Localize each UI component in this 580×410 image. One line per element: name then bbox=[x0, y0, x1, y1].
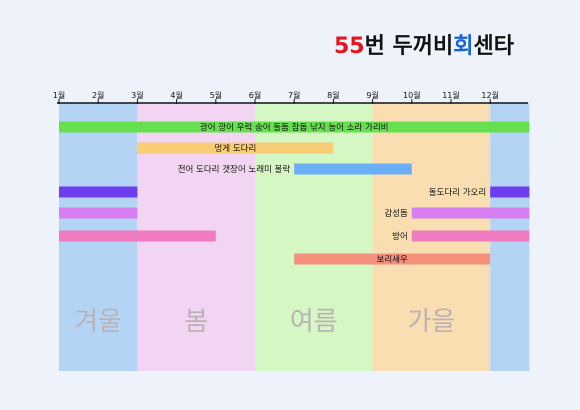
tick-label-2: 2월 bbox=[92, 90, 104, 100]
season-label-1: 봄 bbox=[184, 307, 208, 337]
tick-label-6: 6월 bbox=[249, 90, 261, 100]
bar-label-3: 돌도다리 가오리 bbox=[429, 188, 486, 198]
title-end: 센타 bbox=[473, 34, 514, 59]
bar-label-5: 방어 bbox=[392, 231, 408, 242]
tick-label-10: 10월 bbox=[403, 90, 421, 100]
bar-2-0 bbox=[294, 163, 412, 175]
bar-4-1 bbox=[411, 207, 530, 219]
title-middle: 번 두꺼비 bbox=[364, 34, 454, 59]
tick-label-5: 5월 bbox=[210, 90, 222, 100]
bar-label-2: 전어 도다리 갯장어 노래미 볼락 bbox=[178, 164, 291, 175]
bar-5-0 bbox=[59, 230, 216, 242]
bar-3-1 bbox=[490, 186, 530, 198]
bar-0-0 bbox=[59, 121, 530, 133]
tick-label-3: 3월 bbox=[131, 90, 143, 100]
bar-4-0 bbox=[59, 207, 138, 219]
title-number: 55 bbox=[334, 34, 365, 59]
chart-title: 55번 두꺼비회센타 bbox=[334, 28, 514, 60]
tick-label-12: 12월 bbox=[481, 90, 499, 100]
month-axis: 1월 2월 3월 4월 5월 6월 7월 8월 9월 10월 11월 12월 bbox=[53, 90, 528, 104]
bar-1-0 bbox=[137, 142, 334, 154]
bar-6-0 bbox=[294, 253, 491, 265]
tick-label-1: 1월 bbox=[53, 90, 65, 100]
bar-3-0 bbox=[59, 186, 138, 198]
tick-label-11: 11월 bbox=[442, 90, 460, 100]
season-label-3: 가을 bbox=[407, 307, 455, 337]
tick-label-4: 4월 bbox=[170, 90, 182, 100]
season-label-0: 겨울 bbox=[74, 307, 122, 337]
tick-label-9: 9월 bbox=[366, 90, 378, 100]
bar-label-1: 멍게 도다리 bbox=[214, 143, 256, 154]
bar-label-6: 보리새우 bbox=[377, 255, 408, 265]
tick-label-7: 7월 bbox=[288, 90, 300, 100]
season-label-2: 여름 bbox=[290, 307, 338, 337]
season-labels: 겨울 봄 여름 가을 bbox=[74, 307, 455, 337]
bar-label-0: 광어 광어 우럭 숭어 돌돔 참돔 낚지 농어 소라 가리비 bbox=[200, 122, 389, 133]
bar-label-4: 감성돔 bbox=[384, 208, 408, 219]
tick-label-8: 8월 bbox=[327, 90, 339, 100]
title-hoe: 회 bbox=[453, 34, 474, 59]
bar-5-1 bbox=[411, 230, 530, 242]
